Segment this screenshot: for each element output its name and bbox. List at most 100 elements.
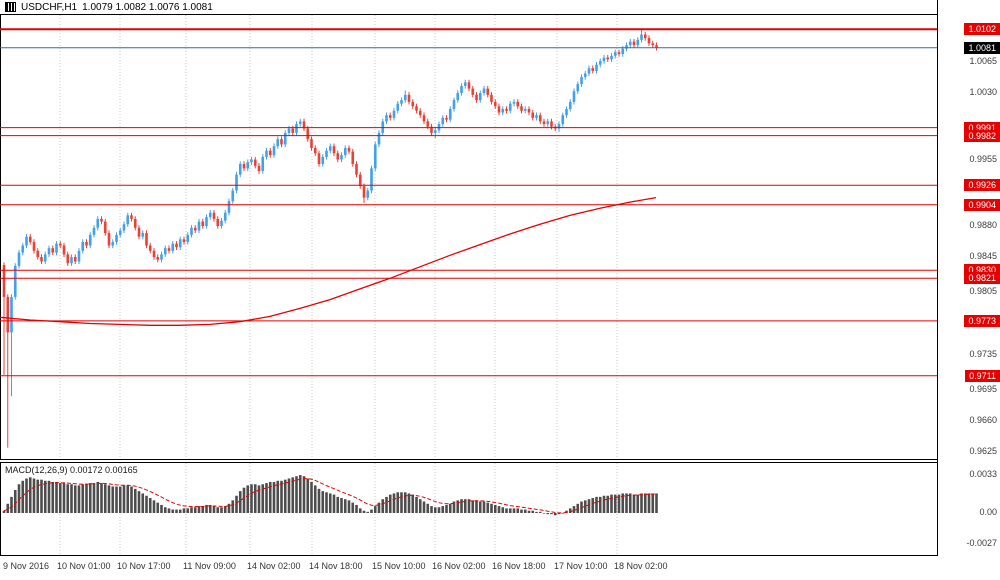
candle-body bbox=[13, 265, 17, 297]
candle-body bbox=[456, 93, 460, 101]
candle-body bbox=[403, 94, 407, 101]
candle-body bbox=[201, 221, 205, 226]
macd-histogram-bar bbox=[51, 481, 55, 513]
candle-body bbox=[433, 130, 437, 133]
time-axis[interactable]: 9 Nov 2016 10 Nov 01:00 10 Nov 17:00 11 Nov… bbox=[0, 556, 1000, 580]
candle-body bbox=[280, 139, 283, 145]
moving-average-line bbox=[0, 196, 657, 326]
macd-histogram-bar bbox=[40, 479, 43, 513]
candle-body bbox=[655, 45, 658, 48]
macd-histogram-bar bbox=[325, 492, 328, 513]
macd-histogram-bar bbox=[77, 485, 81, 513]
macd-histogram-bar bbox=[550, 513, 553, 515]
macd-histogram-bar bbox=[268, 481, 272, 513]
macd-histogram-bar bbox=[137, 491, 141, 513]
macd-histogram-bar bbox=[523, 509, 527, 513]
macd-histogram-bar bbox=[535, 511, 538, 513]
candle-body bbox=[647, 38, 651, 44]
candle-body bbox=[73, 257, 77, 262]
macd-histogram-bar bbox=[253, 484, 257, 513]
macd-histogram-bar bbox=[426, 503, 430, 513]
macd-histogram-bar bbox=[418, 499, 422, 513]
candle-body bbox=[306, 128, 310, 140]
macd-histogram-bar bbox=[55, 481, 58, 513]
macd-histogram-bar bbox=[186, 508, 190, 513]
time-axis-label: 14 Nov 18:00 bbox=[309, 561, 363, 571]
candle-body bbox=[182, 239, 186, 242]
macd-histogram-bar bbox=[422, 501, 426, 513]
time-axis-label: 10 Nov 01:00 bbox=[57, 561, 111, 571]
macd-histogram-bar bbox=[400, 492, 403, 513]
candle-body bbox=[253, 159, 257, 166]
macd-histogram-bar bbox=[250, 484, 253, 513]
candle-body bbox=[152, 250, 156, 258]
macd-histogram-bar bbox=[568, 508, 572, 513]
macd-histogram-bar bbox=[283, 479, 287, 513]
macd-axis-label: -0.0027 bbox=[966, 538, 997, 549]
candle-body bbox=[561, 115, 565, 125]
macd-histogram-bar bbox=[651, 493, 655, 513]
macd-histogram-bar bbox=[36, 479, 40, 513]
macd-histogram-bar bbox=[32, 478, 36, 513]
candle-body bbox=[167, 248, 171, 251]
candle-body bbox=[336, 153, 340, 160]
candle-body bbox=[430, 126, 433, 133]
macd-histogram-bar bbox=[385, 496, 388, 513]
macd-histogram-bar bbox=[103, 484, 107, 513]
macd-histogram-bar bbox=[208, 504, 212, 513]
macd-histogram-bar bbox=[583, 500, 587, 513]
candle-body bbox=[621, 48, 625, 55]
macd-histogram-bar bbox=[141, 493, 145, 513]
candle-body bbox=[193, 227, 197, 231]
macd-histogram-bar bbox=[220, 507, 223, 513]
macd-histogram-bar bbox=[505, 508, 508, 513]
price-level-badge: 0.9773 bbox=[964, 314, 1000, 327]
price-axis[interactable]: 1.0065 1.0030 0.9955 0.9880 0.9845 0.9805 0.97… bbox=[938, 0, 1000, 556]
time-axis-label: 16 Nov 02:00 bbox=[432, 561, 486, 571]
macd-histogram-bar bbox=[302, 476, 306, 513]
macd-histogram-bar bbox=[460, 499, 463, 513]
macd-histogram-bar bbox=[366, 511, 370, 513]
candle-body bbox=[261, 156, 265, 172]
macd-histogram-bar bbox=[355, 504, 358, 513]
macd-histogram-bar bbox=[508, 508, 512, 513]
candle-body bbox=[88, 234, 92, 246]
time-axis-label: 14 Nov 02:00 bbox=[247, 561, 301, 571]
macd-histogram-bar bbox=[298, 475, 302, 513]
candle-body bbox=[141, 233, 145, 237]
candle-body bbox=[160, 254, 163, 260]
candle-body bbox=[463, 82, 467, 86]
candle-body bbox=[531, 112, 535, 118]
macd-panel-canvas[interactable] bbox=[0, 462, 937, 556]
candle-body bbox=[126, 215, 130, 225]
candle-body bbox=[385, 115, 388, 122]
candle-body bbox=[130, 215, 133, 219]
time-axis-label: 9 Nov 2016 bbox=[3, 561, 50, 571]
candle-body bbox=[148, 245, 152, 251]
candle-body bbox=[467, 82, 471, 89]
macd-histogram-bar bbox=[171, 509, 175, 513]
candle-body bbox=[156, 257, 160, 260]
macd-histogram-bar bbox=[73, 485, 77, 513]
macd-histogram-bar bbox=[572, 506, 576, 513]
candle-body bbox=[212, 212, 216, 219]
price-level-badge: 0.9711 bbox=[965, 369, 1000, 382]
candle-body bbox=[40, 257, 43, 262]
candle-body bbox=[366, 190, 370, 198]
time-axis-label: 10 Nov 17:00 bbox=[117, 561, 171, 571]
macd-histogram-bar bbox=[392, 493, 396, 513]
price-axis-label: 0.9735 bbox=[969, 348, 997, 359]
macd-histogram-bar bbox=[130, 486, 133, 513]
macd-histogram-bar bbox=[430, 506, 433, 513]
candle-body bbox=[55, 243, 58, 253]
macd-histogram-bar bbox=[70, 484, 73, 513]
candle-body bbox=[283, 132, 287, 145]
macd-histogram-bar bbox=[362, 510, 366, 513]
main-chart-canvas[interactable] bbox=[0, 0, 937, 460]
macd-histogram-bar bbox=[452, 501, 456, 513]
price-level-badge: 0.9926 bbox=[964, 179, 1000, 192]
candle-body bbox=[276, 139, 280, 147]
candle-body bbox=[508, 103, 512, 111]
candle-body bbox=[36, 250, 40, 258]
